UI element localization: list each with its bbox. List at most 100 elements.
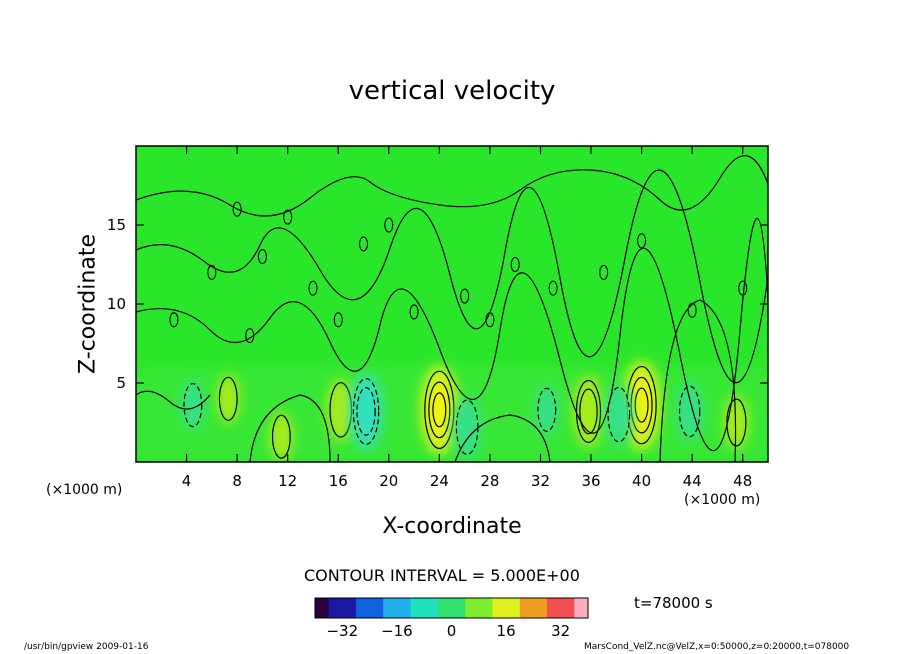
cell-glow [604, 383, 633, 446]
updraft-cell [216, 374, 240, 424]
colorbar-cell [433, 598, 439, 618]
colorbar-tick-label: −32 [326, 622, 358, 640]
colorbar-cell [410, 598, 416, 618]
updraft-cell [724, 395, 749, 450]
cell-glow [676, 382, 703, 441]
contour-line [271, 414, 291, 459]
colorbar-cell [542, 598, 548, 618]
colorbar-cell [533, 598, 539, 618]
colorbar-cell [415, 598, 421, 618]
colorbar-cell [578, 598, 584, 618]
x-tick-label: 40 [632, 472, 651, 490]
x-axis-label: X-coordinate [382, 514, 522, 539]
colorbar-cell [551, 598, 557, 618]
x-tick-label: 20 [379, 472, 398, 490]
colorbar-cell [497, 598, 502, 618]
colorbar-cell [337, 598, 343, 618]
contour-line [136, 169, 768, 384]
colorbar-cell [487, 598, 493, 618]
plot-background [136, 146, 768, 462]
colorbar-cell [556, 598, 562, 618]
updraft-cell [269, 412, 293, 462]
downdraft-cell [349, 373, 383, 450]
colorbar-cell [428, 598, 434, 618]
colorbar-cell [451, 598, 457, 618]
colorbar-cell [315, 598, 320, 618]
colorbar-cells [315, 598, 589, 618]
colorbar-cell [365, 598, 370, 618]
colorbar-cell [387, 598, 393, 618]
contour-line [428, 381, 451, 439]
small-contour-cell [358, 236, 369, 252]
colorbar-cell [383, 598, 389, 618]
colorbar-cell [524, 598, 530, 618]
contour-interval-label: CONTOUR INTERVAL = 5.000E+00 [304, 566, 580, 585]
colorbar-cell [506, 598, 512, 618]
small-contour-cell [207, 264, 217, 280]
colorbar-cell [333, 598, 339, 618]
cell-glow [326, 378, 355, 442]
contour-line [136, 390, 211, 410]
colorbar-cell [474, 598, 480, 618]
plot-frame [135, 145, 769, 463]
colorbar-cell [456, 598, 461, 618]
small-contour-cell [738, 280, 748, 296]
x-tick-label: 48 [733, 472, 752, 490]
cell-fill [604, 383, 633, 446]
colorbar-cell [324, 598, 330, 618]
colorbar-cell [515, 598, 521, 618]
updraft-cell [622, 360, 661, 450]
cell-fill [724, 395, 749, 450]
downdraft-cell [181, 380, 205, 430]
cell-fill [453, 395, 482, 459]
small-contour-cell [308, 280, 318, 296]
cell-glow [453, 395, 482, 459]
cell-fill [622, 360, 661, 450]
small-contour-cell [409, 304, 419, 320]
contour-line [424, 370, 455, 450]
contour-line [329, 382, 353, 438]
small-contour-cell [333, 312, 343, 328]
colorbar-cell [406, 598, 411, 618]
contour-line [630, 376, 653, 434]
contour-line [352, 377, 380, 445]
colorbar-cell [483, 598, 489, 618]
colorbar-tick-label: 32 [551, 622, 570, 640]
contour-line [454, 414, 551, 462]
x-tick-label: 32 [531, 472, 550, 490]
colorbar-cell [355, 598, 361, 618]
small-contour-cell [232, 201, 242, 217]
contour-line [634, 387, 649, 423]
small-contour-cell [384, 217, 394, 233]
cell-fill [216, 374, 240, 424]
x-tick-label: 28 [480, 472, 499, 490]
small-contour-cell [687, 302, 697, 318]
small-contour-cell [460, 288, 470, 304]
colorbar-cell [492, 598, 498, 618]
x-tick-label: 16 [329, 472, 348, 490]
cell-fill [572, 375, 605, 448]
cell-glow [622, 360, 661, 450]
contour-line [183, 383, 203, 428]
small-contour-cell [599, 264, 609, 280]
footer-right-text: MarsCond_VelZ.nc@VelZ,x=0:50000,z=0:2000… [584, 642, 850, 652]
contour-line [218, 376, 238, 421]
contour-line [575, 379, 602, 444]
colorbar-tick-label: 16 [497, 622, 516, 640]
x-tick-label: 12 [278, 472, 297, 490]
colorbar-cell [537, 598, 543, 618]
colorbar-cell [392, 598, 398, 618]
chart-title: vertical velocity [348, 76, 556, 106]
cell-fill [676, 382, 703, 441]
small-contour-cell [257, 249, 267, 265]
cell-glow [572, 375, 605, 448]
small-contour-cell [637, 233, 647, 249]
colorbar-cell [424, 598, 430, 618]
colorbar-cell [469, 598, 475, 618]
cell-glow [216, 374, 240, 424]
contour-line [579, 388, 598, 435]
contour-line [249, 394, 331, 462]
colorbar-cell [501, 598, 507, 618]
contour-line [678, 385, 701, 438]
x-tick-label: 36 [581, 472, 600, 490]
